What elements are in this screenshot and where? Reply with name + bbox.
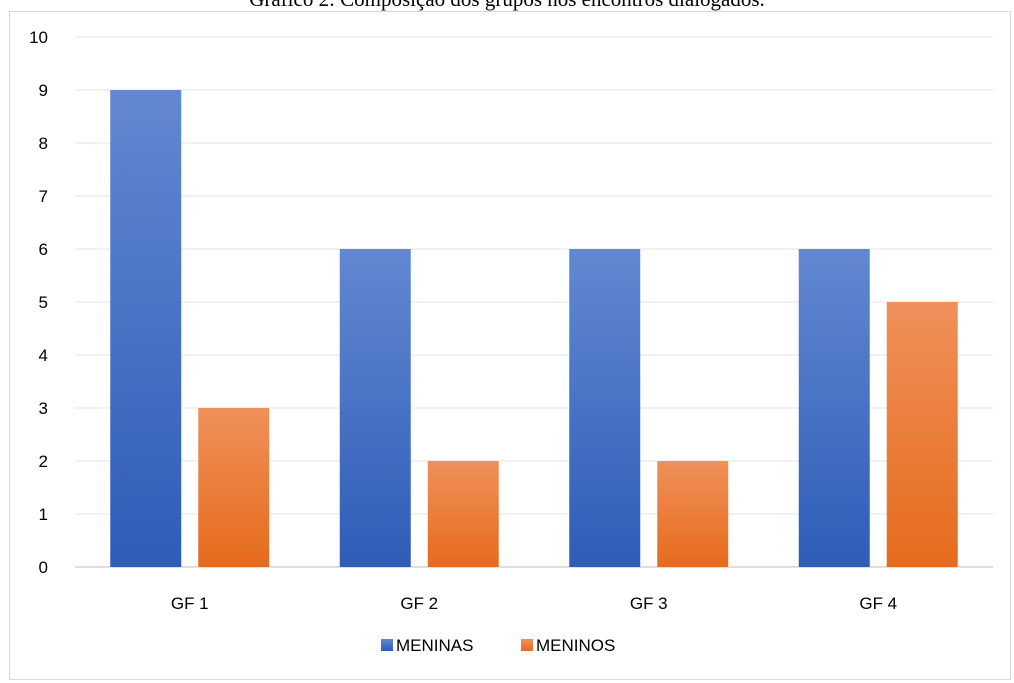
y-tick-label: 9: [39, 81, 48, 100]
y-tick-label: 10: [29, 28, 48, 47]
x-tick-label: GF 1: [171, 594, 209, 613]
legend: MENINAS MENINOS: [381, 636, 615, 655]
bars: [110, 90, 958, 567]
bar-meninas-gf-4: [798, 249, 870, 567]
chart-caption: Gráfico 2: Composição dos grupos nos enc…: [0, 0, 1014, 12]
legend-label-meninos: MENINOS: [536, 636, 615, 655]
bar-meninas-gf-2: [339, 249, 411, 567]
x-tick-label: GF 2: [400, 594, 438, 613]
x-tick-label: GF 3: [630, 594, 668, 613]
y-tick-label: 8: [39, 134, 48, 153]
y-tick-label: 2: [39, 452, 48, 471]
x-tick-label: GF 4: [859, 594, 897, 613]
bar-meninos-gf-3: [657, 461, 729, 567]
legend-swatch-meninos: [521, 639, 533, 651]
y-tick-label: 1: [39, 505, 48, 524]
x-axis-ticks: GF 1 GF 2 GF 3 GF 4: [171, 594, 897, 613]
bar-meninas-gf-1: [110, 90, 182, 567]
y-tick-label: 0: [39, 558, 48, 577]
bar-meninos-gf-4: [886, 302, 958, 567]
y-tick-label: 3: [39, 399, 48, 418]
y-tick-label: 5: [39, 293, 48, 312]
bar-meninos-gf-1: [198, 408, 270, 567]
legend-label-meninas: MENINAS: [396, 636, 473, 655]
bar-meninos-gf-2: [427, 461, 499, 567]
bar-meninas-gf-3: [569, 249, 641, 567]
legend-swatch-meninas: [381, 639, 393, 651]
y-tick-label: 4: [39, 346, 48, 365]
y-axis-ticks: 0 1 2 3 4 5 6 7 8 9 10: [29, 28, 48, 577]
y-tick-label: 6: [39, 240, 48, 259]
y-tick-label: 7: [39, 187, 48, 206]
